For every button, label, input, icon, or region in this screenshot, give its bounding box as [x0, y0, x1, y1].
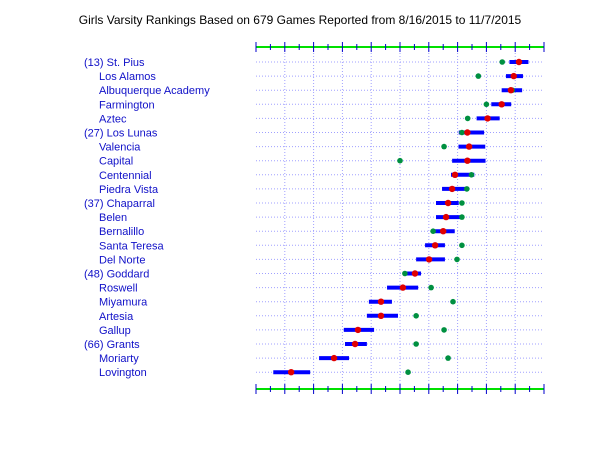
- green-marker: [459, 242, 465, 249]
- rating-marker: [465, 143, 473, 150]
- rating-marker: [444, 199, 452, 207]
- green-marker: [397, 157, 403, 164]
- rating-marker: [440, 228, 447, 235]
- team-label: Valencia: [99, 142, 141, 154]
- team-label: Moriarty: [99, 353, 139, 365]
- rating-marker: [507, 87, 515, 94]
- team-label: Albuquerque Academy: [99, 85, 210, 97]
- team-label: Los Alamos: [99, 71, 156, 83]
- green-marker: [459, 200, 465, 206]
- rating-marker: [442, 213, 450, 221]
- rating-marker: [510, 72, 517, 80]
- rating-marker: [498, 101, 505, 108]
- team-label: (48) Goddard: [84, 269, 149, 281]
- team-label: (13) St. Pius: [84, 57, 145, 69]
- team-label: Belen: [99, 212, 127, 224]
- green-marker: [413, 341, 419, 347]
- rating-marker: [448, 185, 456, 193]
- rating-marker: [411, 270, 419, 277]
- rating-marker: [399, 284, 407, 291]
- green-marker: [441, 143, 447, 150]
- rating-marker: [377, 298, 385, 305]
- rating-marker: [515, 58, 523, 66]
- team-label: Miyamura: [99, 297, 148, 309]
- team-label: Piedra Vista: [99, 184, 159, 196]
- team-label: Del Norte: [99, 254, 145, 266]
- team-label: Santa Teresa: [99, 240, 165, 252]
- team-label: Farmington: [99, 99, 155, 111]
- green-marker: [441, 327, 447, 333]
- chart-title: Girls Varsity Rankings Based on 679 Game…: [78, 13, 522, 27]
- rating-marker: [330, 354, 338, 362]
- team-label: (37) Chaparral: [84, 198, 155, 210]
- green-marker: [459, 214, 465, 220]
- rating-marker: [464, 157, 471, 164]
- rating-marker: [377, 312, 385, 319]
- green-marker: [428, 284, 434, 291]
- team-label: (66) Grants: [84, 339, 140, 351]
- team-label: Aztec: [99, 113, 127, 125]
- team-label: Gallup: [99, 325, 131, 337]
- green-marker: [413, 313, 419, 319]
- team-label: Roswell: [99, 283, 138, 295]
- rating-marker: [484, 115, 491, 122]
- green-marker: [405, 369, 411, 376]
- team-label: Lovington: [99, 367, 147, 379]
- team-label: Capital: [99, 156, 133, 168]
- green-marker: [499, 59, 506, 65]
- team-label: Artesia: [99, 311, 134, 323]
- green-marker: [464, 186, 470, 192]
- rating-marker: [425, 256, 433, 263]
- green-marker: [464, 115, 471, 122]
- rating-marker: [354, 326, 362, 334]
- green-marker: [468, 172, 475, 178]
- green-marker: [475, 73, 482, 79]
- rating-marker: [464, 129, 471, 136]
- rating-marker: [351, 340, 359, 348]
- green-marker: [459, 129, 465, 136]
- rating-marker: [431, 242, 439, 249]
- rating-marker: [451, 171, 459, 178]
- green-marker: [430, 228, 436, 234]
- green-marker: [402, 270, 408, 277]
- green-marker: [454, 256, 460, 263]
- team-label: Centennial: [99, 170, 152, 182]
- team-label: (27) Los Lunas: [84, 128, 158, 140]
- green-marker: [483, 101, 490, 108]
- green-marker: [445, 355, 451, 361]
- green-marker: [450, 298, 456, 305]
- rating-marker: [287, 369, 295, 376]
- team-label: Bernalillo: [99, 226, 144, 238]
